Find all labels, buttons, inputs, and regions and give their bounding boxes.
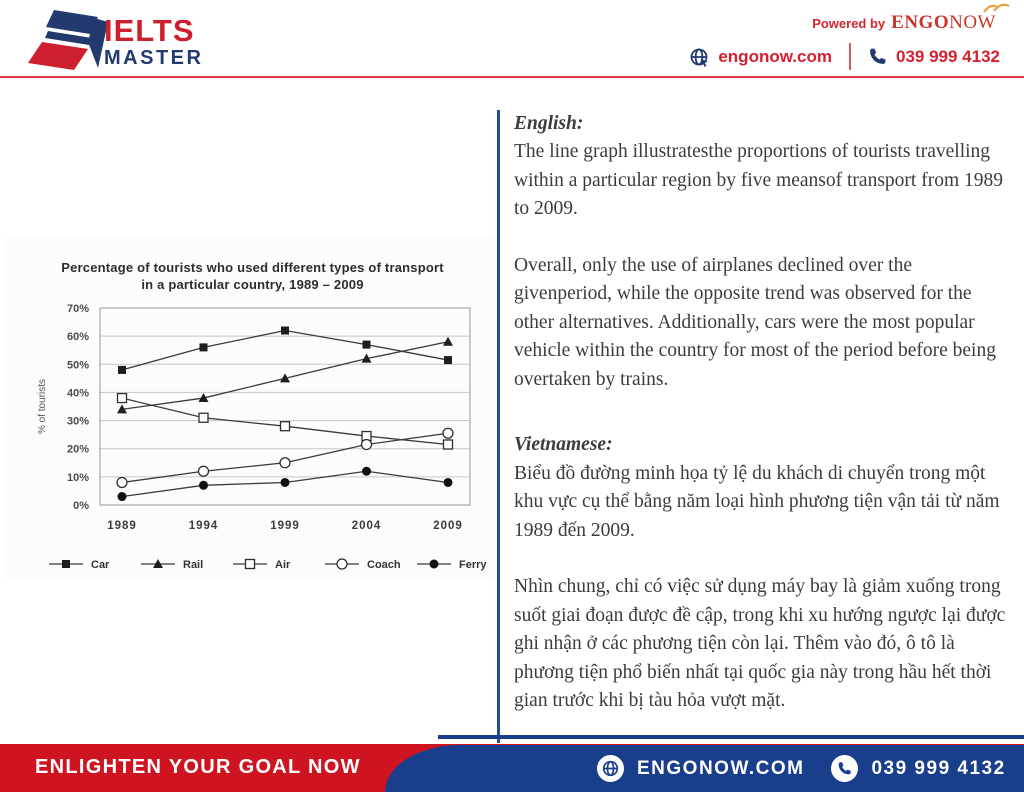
marker-triangle-filled: [117, 404, 127, 414]
marker-square-filled: [62, 559, 70, 568]
globe-icon: [690, 48, 709, 67]
header-contact-block: Powered by ENGONOW engonow.com: [689, 3, 1010, 70]
marker-circle-open: [116, 476, 128, 488]
vietnamese-paragraph-1: Biểu đồ đường minh họa tỷ lệ du khách di…: [514, 462, 1000, 541]
vietnamese-section: Vietnamese: Biểu đồ đường minh họa tỷ lệ…: [514, 431, 1013, 715]
marker-triangle-filled: [280, 373, 290, 383]
chart-title-line-2: in a particular country, 1989 – 2009: [141, 276, 364, 292]
phone-icon: [870, 48, 886, 64]
marker-circle-filled: [117, 491, 127, 501]
footer-contact-band: ENGONOW.COM 039 999 4132: [385, 745, 1024, 792]
marker-circle-filled: [362, 466, 371, 476]
phone-glyph: [839, 762, 852, 775]
legend-label-rail: Rail: [183, 559, 203, 571]
marker-square-open: [279, 420, 291, 432]
engonow-wordmark-bold: ENGO: [891, 12, 950, 33]
plot-frame: [99, 307, 471, 506]
x-tick-label: 1989: [107, 520, 137, 532]
english-paragraph-2: Overall, only the use of airplanes decli…: [514, 254, 996, 390]
x-tick-label: 2004: [352, 520, 382, 532]
marker-square-filled: [199, 343, 208, 352]
legend-label-coach: Coach: [367, 559, 401, 571]
marker-square-open: [244, 558, 256, 569]
y-tick-label: 20%: [67, 443, 89, 455]
marker-square-filled: [444, 355, 452, 364]
marker-circle-filled: [280, 477, 290, 487]
marker-square-filled: [362, 340, 371, 349]
y-tick-label: 40%: [67, 387, 89, 399]
logo-subtitle: MASTER: [104, 47, 204, 70]
transport-line-chart: 0% 10% 20% 30% 40% 50% 60% 70% % of tourists 1989…: [37, 303, 487, 571]
legend-label-air: Air: [275, 559, 291, 571]
y-tick-label: 30%: [67, 415, 89, 427]
header: IELTS MASTER Powered by ENGONOW: [0, 0, 1024, 78]
english-section: English: The line graph illustratesthe p…: [514, 110, 1013, 394]
ielts-master-logo-icon: [28, 10, 108, 70]
y-tick-label: 50%: [67, 359, 89, 371]
marker-square-filled: [281, 326, 289, 335]
marker-triangle-filled: [361, 353, 372, 363]
marker-circle-filled: [443, 477, 453, 487]
marker-circle-open: [360, 438, 373, 450]
globe-icon: [597, 755, 624, 782]
footer-slogan: ENLIGHTEN YOUR GOAL NOW: [35, 756, 361, 778]
y-tick-label: 10%: [67, 472, 89, 484]
engonow-wordmark-light: NOW: [949, 12, 996, 33]
marker-circle-open: [442, 427, 454, 439]
footer-website-link[interactable]: ENGONOW.COM: [637, 757, 805, 779]
y-tick-label: 70%: [67, 303, 89, 315]
marker-square-open: [442, 439, 454, 450]
marker-circle-open: [336, 558, 348, 570]
english-paragraph-1: The line graph illustratesthe proportion…: [514, 141, 1003, 220]
phone-icon: [831, 755, 859, 782]
legend-label-car: Car: [91, 559, 110, 571]
vietnamese-paragraph-2: Nhìn chung, chỉ có việc sử dụng máy bay …: [514, 576, 1006, 711]
marker-square-filled: [118, 365, 126, 374]
powered-by-label: Powered by: [812, 16, 886, 31]
bird-icon: [983, 3, 1010, 13]
transport-chart-card: Percentage of tourists who used differen…: [5, 238, 500, 578]
website-link[interactable]: engonow.com: [718, 46, 832, 66]
marker-circle-filled: [199, 480, 208, 490]
footer-accent-line: [438, 735, 1024, 739]
marker-circle-open: [197, 465, 210, 477]
x-tick-label: 1994: [189, 520, 219, 532]
marker-triangle-filled: [198, 392, 209, 402]
logo-title: IELTS: [104, 13, 195, 48]
answer-text-column: English: The line graph illustratesthe p…: [497, 110, 1013, 744]
globe-glyph: [602, 760, 619, 777]
marker-circle-open: [279, 456, 291, 469]
chart-title-line-1: Percentage of tourists who used differen…: [61, 260, 444, 275]
powered-by: Powered by ENGONOW: [812, 3, 1010, 34]
marker-triangle-filled: [443, 336, 453, 346]
x-tick-label: 1999: [270, 520, 300, 532]
header-divider: [849, 43, 851, 70]
marker-square-open: [198, 412, 209, 423]
brand-logo: IELTS MASTER: [28, 6, 203, 72]
y-axis-label: % of tourists: [37, 379, 48, 434]
engonow-wordmark: ENGONOW: [891, 12, 996, 34]
phone-link[interactable]: 039 999 4132: [896, 46, 1000, 66]
marker-circle-filled: [429, 559, 439, 569]
header-contact-row: engonow.com 039 999 4132: [689, 43, 1000, 70]
x-tick-label: 2009: [433, 520, 463, 532]
y-tick-label: 0%: [73, 500, 89, 512]
english-heading: English:: [514, 113, 584, 134]
vietnamese-heading: Vietnamese:: [514, 434, 613, 456]
marker-triangle-filled: [153, 558, 163, 568]
logo-text: IELTS MASTER: [104, 6, 204, 70]
footer-phone-link[interactable]: 039 999 4132: [871, 757, 1006, 779]
marker-square-open: [116, 392, 128, 403]
chart-title: Percentage of tourists who used differen…: [5, 238, 500, 294]
y-tick-label: 60%: [67, 331, 89, 343]
legend-label-ferry: Ferry: [459, 559, 487, 571]
